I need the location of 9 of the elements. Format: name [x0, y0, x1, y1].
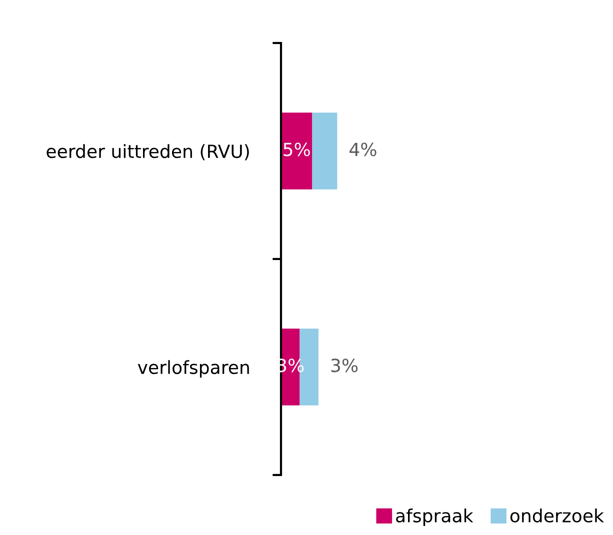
- y-tick-label: eerder uittreden (RVU): [46, 144, 249, 160]
- bar: [312, 112, 338, 190]
- legend-label: afspraak: [396, 508, 474, 526]
- y-tick-label: verlofsparen: [138, 360, 249, 378]
- data-label: 5%: [284, 142, 310, 156]
- legend-label: onderzoek: [510, 508, 604, 522]
- data-label: 4%: [350, 142, 376, 156]
- data-label: 3%: [331, 358, 358, 372]
- bar: [281, 112, 312, 190]
